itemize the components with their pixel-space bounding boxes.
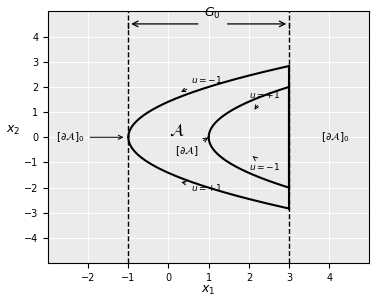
Text: $u{=}{-}1$: $u{=}{-}1$	[182, 74, 222, 92]
Text: $[\partial\mathcal{A}]_0$: $[\partial\mathcal{A}]_0$	[56, 130, 123, 144]
Text: $u{=}{+}1$: $u{=}{+}1$	[182, 181, 222, 193]
Text: $[\partial\mathcal{A}]_0$: $[\partial\mathcal{A}]_0$	[321, 130, 350, 144]
Text: $[\partial\mathcal{A}]$: $[\partial\mathcal{A}]$	[175, 138, 207, 158]
X-axis label: $x_1$: $x_1$	[201, 284, 216, 298]
Y-axis label: $x_2$: $x_2$	[6, 124, 20, 137]
Text: $G_0$: $G_0$	[204, 6, 221, 22]
Text: $u{=}{-}1$: $u{=}{-}1$	[249, 156, 280, 172]
Text: $u{=}{+}1$: $u{=}{+}1$	[249, 89, 280, 109]
Text: $\mathcal{A}$: $\mathcal{A}$	[169, 121, 184, 139]
